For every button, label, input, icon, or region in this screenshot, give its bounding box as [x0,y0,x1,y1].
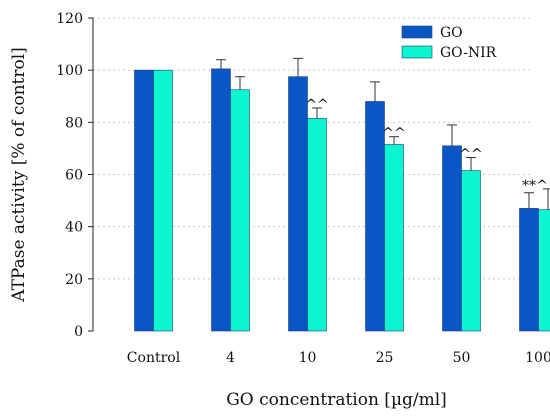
legend-swatch-go-nir [401,45,433,59]
y-tick-label-20: 20 [65,272,83,288]
error-bar-go-nir-25 [389,136,399,145]
error-bar-go-nir-100 [543,188,550,210]
bar-go-nir-25 [384,144,404,332]
legend-swatch-go [401,25,433,39]
legend-label-go-nir: GO-NIR [440,45,497,61]
legend-label-go: GO [440,25,463,41]
y-tick-label-0: 0 [74,324,83,340]
bar-go-control [134,69,154,332]
x-axis-label: GO concentration [µg/ml] [226,390,447,410]
error-bar-go-50 [447,124,457,146]
x-tick-label-10: 10 [299,350,317,366]
bar-go-4 [211,68,231,332]
error-bar-go-nir-4 [235,76,245,90]
error-bars [216,57,550,210]
annotation-go-nir-50: ^^ [459,147,482,163]
error-bar-go-10 [293,57,303,77]
bar-go-nir-100 [538,209,550,332]
y-tick-label-80: 80 [65,115,83,131]
annotation-go-100: ** [522,178,536,194]
bar-go-100 [519,208,539,332]
bar-go-10 [288,76,308,332]
bar-go-nir-50 [461,170,481,332]
y-tick-label-100: 100 [56,63,83,79]
x-tick-label-25: 25 [376,350,394,366]
error-bar-go-nir-50 [466,157,476,171]
y-tick-labels: 0 20 40 60 80 100 120 [56,11,93,340]
x-tick-label-4: 4 [226,350,235,366]
legend: GO GO-NIR [401,25,497,61]
x-tick-label-control: Control [127,350,181,366]
bar-go-nir-control [153,69,173,332]
y-tick-label-120: 120 [56,11,83,27]
error-bar-go-100 [524,192,534,209]
bar-go-nir-4 [230,89,250,332]
bar-go-50 [442,145,462,332]
y-tick-label-40: 40 [65,220,83,236]
y-axis-label: ATPase activity [% of control] [9,47,29,303]
annotation-go-nir-10: ^^ [305,97,328,113]
error-bar-go-nir-10 [312,107,322,119]
annotation-go-nir-25: ^^ [382,126,405,142]
x-tick-labels: Control 4 10 25 50 100 [127,350,550,366]
x-tick-label-100: 100 [525,350,550,366]
annotation-go-nir-100: ^^ [536,178,550,194]
error-bar-go-25 [370,81,380,102]
bar-go-nir-10 [307,118,327,332]
y-tick-label-60: 60 [65,168,83,184]
bars [134,68,550,332]
significance-annotations: ^^^^^^**^^ [305,97,550,194]
x-tick-label-50: 50 [453,350,471,366]
error-bar-go-4 [216,59,226,69]
